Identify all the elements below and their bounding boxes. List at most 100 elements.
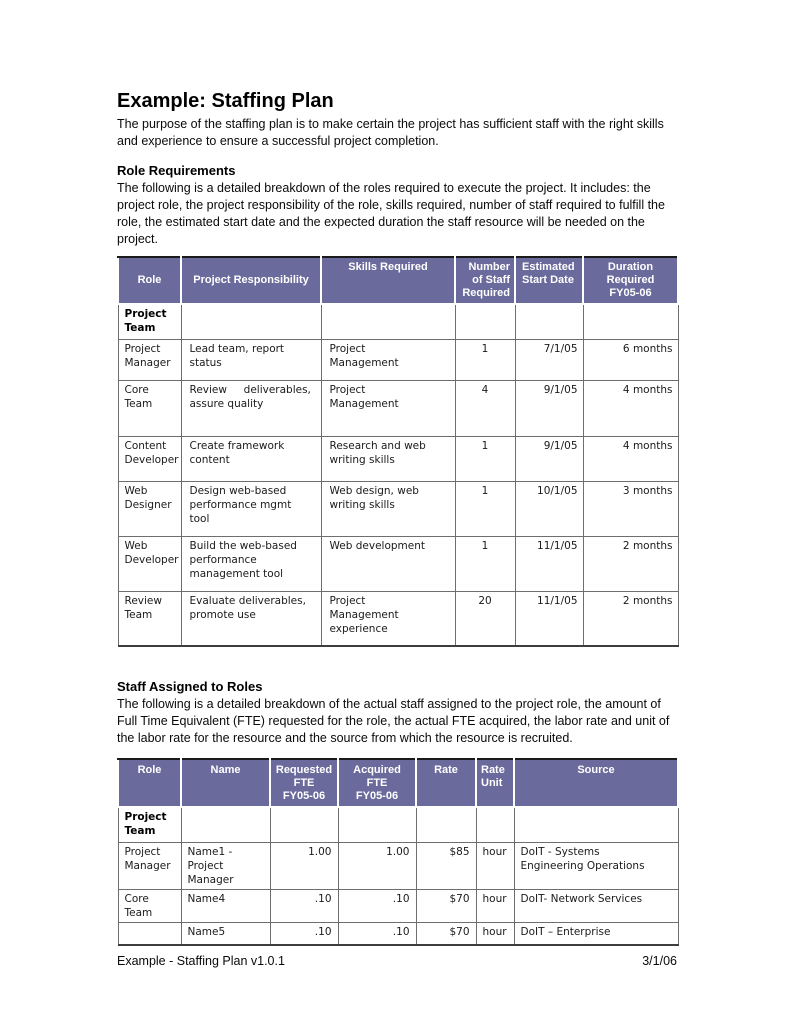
- table-cell: .10: [269, 921, 339, 946]
- table-cell: Web Developer: [117, 535, 182, 592]
- table-cell: Project Management: [320, 338, 456, 381]
- table-cell: DoIT- Network Services: [513, 888, 679, 923]
- page-title: Example: Staffing Plan: [117, 90, 334, 112]
- table-cell: Name4: [180, 888, 271, 923]
- intro-paragraph: The purpose of the staffing plan is to m…: [117, 117, 664, 148]
- table-cell: 9/1/05: [514, 379, 584, 437]
- column-header: Estimated Start Date: [514, 256, 584, 305]
- table-cell: 20: [454, 590, 516, 647]
- table-cell: Create framework content: [180, 435, 322, 482]
- table-cell: 1.00: [337, 841, 417, 890]
- table-cell: Lead team, report status: [180, 338, 322, 381]
- table-row: Web Designer Design web-based performance…: [117, 480, 679, 537]
- table-cell: 3 months: [582, 480, 679, 537]
- table-cell: [337, 806, 417, 843]
- table-cell: 1: [454, 480, 516, 537]
- table-row: Core Team Name4.10.10 $70 hour DoIT- Network…: [117, 888, 679, 923]
- table-cell: Research and web writing skills: [320, 435, 456, 482]
- table-cell: 1: [454, 435, 516, 482]
- table-row: Project Manager Name1 - Project Manager 1.…: [117, 841, 679, 890]
- table-cell: 10/1/05: [514, 480, 584, 537]
- table-cell: Content Developer: [117, 435, 182, 482]
- table-cell: Web development: [320, 535, 456, 592]
- table-row: Core Team Review deliverables, assure qua…: [117, 379, 679, 437]
- table-row: Review Team Evaluate deliverables, promot…: [117, 590, 679, 647]
- table-row: Name5.10.10 $70 hour DoIT – Enterprise: [117, 921, 679, 946]
- table-cell: 2 months: [582, 535, 679, 592]
- column-header: Number of Staff Required: [454, 256, 516, 305]
- table-cell: Project Manager: [117, 841, 182, 890]
- table-cell: Project Team: [117, 303, 182, 340]
- table-cell: 4 months: [582, 379, 679, 437]
- table-cell: 6 months: [582, 338, 679, 381]
- table-cell: [475, 806, 515, 843]
- table-cell: .10: [337, 888, 417, 923]
- table-cell: [180, 303, 322, 340]
- table-cell: hour: [475, 888, 515, 923]
- column-header: Source: [513, 758, 679, 808]
- table-cell: Evaluate deliverables, promote use: [180, 590, 322, 647]
- table-cell: .10: [269, 888, 339, 923]
- section-heading-role-requirements: Role Requirements: [117, 163, 236, 178]
- footer-document-version: Example - Staffing Plan v1.0.1: [117, 954, 285, 968]
- table-cell: Core Team: [117, 888, 182, 923]
- table-cell: [454, 303, 516, 340]
- column-header: Requested FTE FY05-06: [269, 758, 339, 808]
- table-row: Project Manager Lead team, report status P…: [117, 338, 679, 381]
- table-cell: Project Management: [320, 379, 456, 437]
- page-footer: Example - Staffing Plan v1.0.1 3/1/06: [117, 954, 677, 968]
- table-cell: Project Team: [117, 806, 182, 843]
- table-cell: 2 months: [582, 590, 679, 647]
- table-cell: Name5: [180, 921, 271, 946]
- table-cell: [513, 806, 679, 843]
- table-cell: Name1 - Project Manager: [180, 841, 271, 890]
- column-header: Role: [117, 758, 182, 808]
- table-cell: 1: [454, 535, 516, 592]
- table-cell: 11/1/05: [514, 590, 584, 647]
- table-cell: hour: [475, 841, 515, 890]
- table-cell: [320, 303, 456, 340]
- staff-assigned-table: Role Name Requested FTE FY05-06 Acquired FT…: [117, 758, 679, 946]
- section-heading-staff-assigned: Staff Assigned to Roles: [117, 679, 263, 694]
- table-cell: Build the web-based performance manageme…: [180, 535, 322, 592]
- column-header: Project Responsibility: [180, 256, 322, 305]
- table-cell: 1: [454, 338, 516, 381]
- table-cell: 7/1/05: [514, 338, 584, 381]
- column-header: Skills Required: [320, 256, 456, 305]
- table-cell: Project Management experience: [320, 590, 456, 647]
- page-content: Example: Staffing Plan The purpose of th…: [117, 0, 679, 946]
- table-header-row: Role Project Responsibility Skills Require…: [117, 256, 679, 305]
- table-cell: Web Designer: [117, 480, 182, 537]
- table-cell: 9/1/05: [514, 435, 584, 482]
- table-cell: Review deliverables, assure quality: [180, 379, 322, 437]
- table-cell: $70: [415, 921, 477, 946]
- table-cell: $85: [415, 841, 477, 890]
- role-requirements-description: The following is a detailed breakdown of…: [117, 181, 665, 246]
- table-cell: Review Team: [117, 590, 182, 647]
- table-cell: Web design, web writing skills: [320, 480, 456, 537]
- table-cell: [180, 806, 271, 843]
- footer-date: 3/1/06: [642, 954, 677, 968]
- table-cell: $70: [415, 888, 477, 923]
- table-row: Content Developer Create framework conten…: [117, 435, 679, 482]
- table-cell: [582, 303, 679, 340]
- table-cell: DoIT - Systems Engineering Operations: [513, 841, 679, 890]
- column-header: Rate Unit: [475, 758, 515, 808]
- table-cell: 1.00: [269, 841, 339, 890]
- table-cell: 4 months: [582, 435, 679, 482]
- table-cell: [117, 921, 182, 946]
- table-cell: Design web-based performance mgmt tool: [180, 480, 322, 537]
- column-header: Rate: [415, 758, 477, 808]
- table-cell: [514, 303, 584, 340]
- table-cell: hour: [475, 921, 515, 946]
- table-row: Project Team: [117, 806, 679, 843]
- table-cell: [415, 806, 477, 843]
- table-row: Web Developer Build the web-based perform…: [117, 535, 679, 592]
- table-cell: .10: [337, 921, 417, 946]
- table-cell: DoIT – Enterprise: [513, 921, 679, 946]
- staff-assigned-description: The following is a detailed breakdown of…: [117, 697, 670, 745]
- table-cell: [269, 806, 339, 843]
- column-header: Name: [180, 758, 271, 808]
- column-header: Duration Required FY05-06: [582, 256, 679, 305]
